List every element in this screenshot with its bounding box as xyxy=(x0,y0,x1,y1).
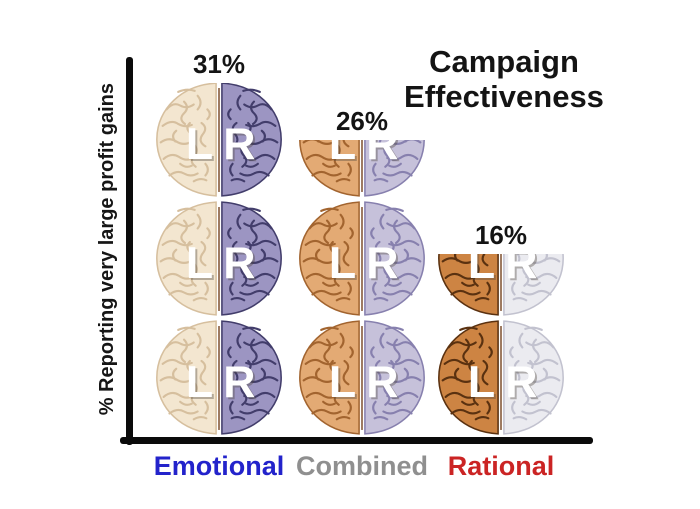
svg-text:L: L xyxy=(331,140,358,171)
svg-text:R: R xyxy=(223,120,255,169)
brain-icon: LL RR xyxy=(298,320,426,435)
y-axis-title-text: % Reporting very large profit gains xyxy=(95,82,118,416)
brain-icon: LL RR xyxy=(437,320,565,435)
brain-icon: LL RR xyxy=(298,140,426,197)
svg-text:R: R xyxy=(368,360,400,409)
brain-icon: LL RR xyxy=(298,201,426,316)
svg-text:L: L xyxy=(329,140,356,169)
y-axis-line xyxy=(126,57,133,445)
svg-text:R: R xyxy=(225,241,257,290)
svg-text:L: L xyxy=(329,358,356,407)
bar-rational: 16% L L R R L L R R xyxy=(433,220,569,437)
bar-value-label: 16% xyxy=(474,220,528,250)
svg-text:R: R xyxy=(368,241,400,290)
svg-text:L: L xyxy=(468,358,495,407)
x-axis-labels: Emotional Combined Rational xyxy=(0,451,700,485)
svg-text:L: L xyxy=(188,360,215,409)
svg-text:L: L xyxy=(186,358,213,407)
svg-text:R: R xyxy=(366,239,398,288)
brain-icon: LL RR xyxy=(155,83,283,197)
brain-icon: LL RR xyxy=(155,320,283,435)
svg-text:L: L xyxy=(186,120,213,169)
svg-text:L: L xyxy=(186,239,213,288)
svg-text:L: L xyxy=(331,360,358,409)
bar-value-label: 31% xyxy=(192,49,246,79)
y-axis-title: % Reporting very large profit gains xyxy=(88,56,126,442)
svg-text:R: R xyxy=(505,254,537,288)
svg-text:L: L xyxy=(470,254,497,290)
svg-text:L: L xyxy=(188,122,215,171)
svg-text:R: R xyxy=(507,254,539,290)
bar-combined: 26% L L R R L L R R L L R R xyxy=(294,106,430,437)
svg-text:L: L xyxy=(468,254,495,288)
svg-text:R: R xyxy=(223,358,255,407)
brain-icon: LL RR xyxy=(437,254,565,316)
bar-value-label: 26% xyxy=(335,106,389,136)
svg-text:R: R xyxy=(223,239,255,288)
svg-text:R: R xyxy=(225,360,257,409)
brain-icon: LL RR xyxy=(155,201,283,316)
svg-text:R: R xyxy=(366,140,398,169)
bar-emotional: 31% L L R R L L R R L L R R xyxy=(151,49,287,437)
x-axis-line xyxy=(120,437,593,444)
category-label-rational: Rational xyxy=(447,451,555,481)
category-label-combined: Combined xyxy=(296,451,428,481)
svg-text:L: L xyxy=(329,239,356,288)
svg-text:R: R xyxy=(505,358,537,407)
svg-text:L: L xyxy=(470,360,497,409)
chart-title: Campaign Effectiveness xyxy=(404,44,604,115)
svg-text:R: R xyxy=(366,358,398,407)
svg-text:L: L xyxy=(331,241,358,290)
svg-text:L: L xyxy=(188,241,215,290)
svg-text:R: R xyxy=(368,140,400,171)
svg-text:R: R xyxy=(225,122,257,171)
svg-text:R: R xyxy=(507,360,539,409)
category-label-emotional: Emotional xyxy=(153,451,285,481)
